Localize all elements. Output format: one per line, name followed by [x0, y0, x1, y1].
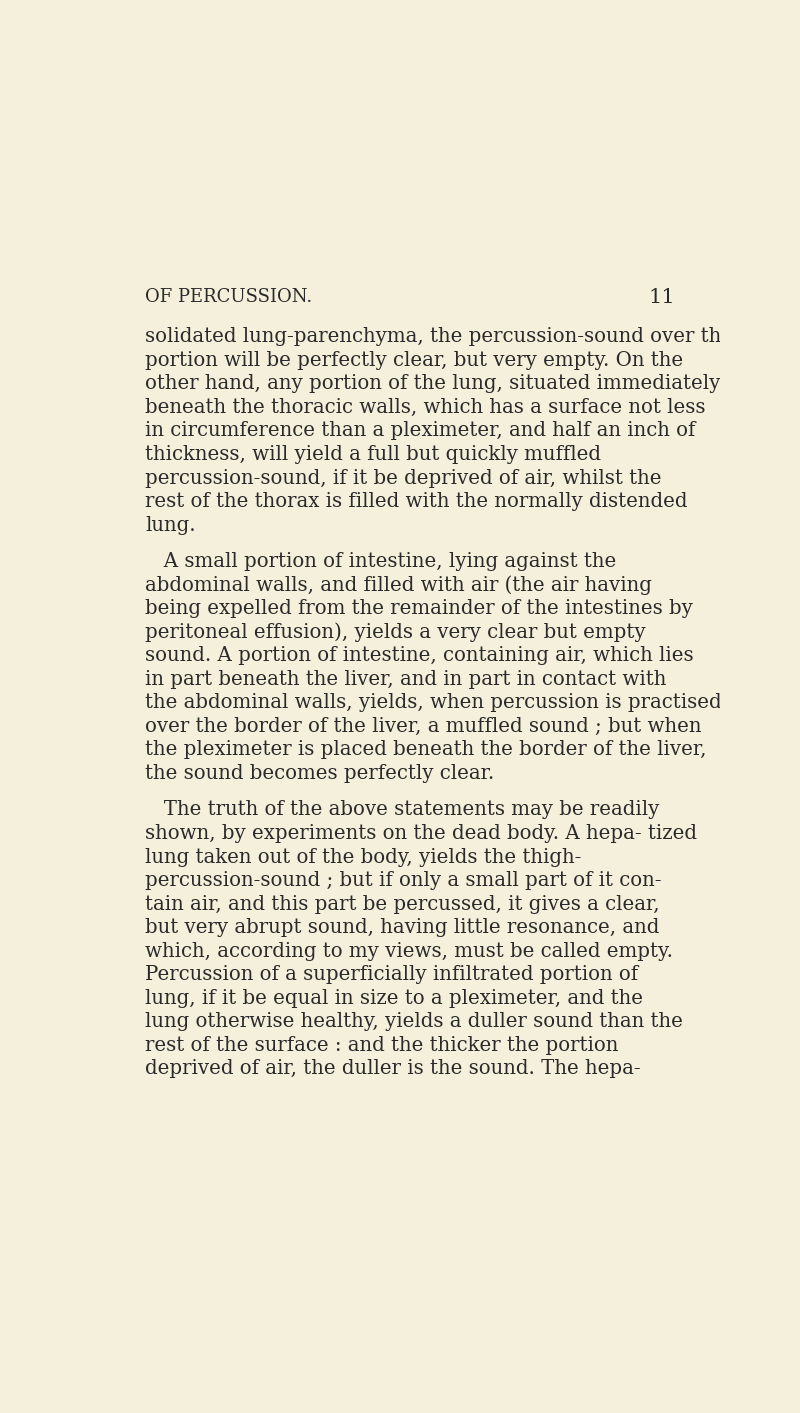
Text: tain air, and this part be percussed, it gives a clear,: tain air, and this part be percussed, it…: [146, 894, 660, 914]
Text: lung otherwise healthy, yields a duller sound than the: lung otherwise healthy, yields a duller …: [146, 1012, 683, 1031]
Text: peritoneal effusion), yields a very clear but empty: peritoneal effusion), yields a very clea…: [146, 623, 646, 643]
Text: percussion-sound ; but if only a small part of it con-: percussion-sound ; but if only a small p…: [146, 870, 662, 890]
Text: lung, if it be equal in size to a pleximeter, and the: lung, if it be equal in size to a plexim…: [146, 989, 643, 1007]
Text: Percussion of a superficially infiltrated portion of: Percussion of a superficially infiltrate…: [146, 965, 638, 985]
Text: in circumference than a pleximeter, and half an inch of: in circumference than a pleximeter, and …: [146, 421, 696, 441]
Text: solidated lung-parenchyma, the percussion-sound over that: solidated lung-parenchyma, the percussio…: [146, 328, 742, 346]
Text: rest of the surface : and the thicker the portion: rest of the surface : and the thicker th…: [146, 1036, 618, 1056]
Text: the pleximeter is placed beneath the border of the liver,: the pleximeter is placed beneath the bor…: [146, 740, 706, 759]
Text: thickness, will yield a full but quickly muffled: thickness, will yield a full but quickly…: [146, 445, 602, 463]
Text: in part beneath the liver, and in part in contact with: in part beneath the liver, and in part i…: [146, 670, 666, 688]
Text: which, according to my views, must be called empty.: which, according to my views, must be ca…: [146, 941, 674, 961]
Text: being expelled from the remainder of the intestines by: being expelled from the remainder of the…: [146, 599, 693, 619]
Text: beneath the thoracic walls, which has a surface not less: beneath the thoracic walls, which has a …: [146, 398, 706, 417]
Text: sound. A portion of intestine, containing air, which lies: sound. A portion of intestine, containin…: [146, 646, 694, 666]
Text: A small portion of intestine, lying against the: A small portion of intestine, lying agai…: [146, 552, 617, 571]
Text: 11: 11: [648, 288, 674, 307]
Text: other hand, any portion of the lung, situated immediately: other hand, any portion of the lung, sit…: [146, 374, 721, 393]
Text: The truth of the above statements may be readily: The truth of the above statements may be…: [146, 800, 660, 820]
Text: lung taken out of the body, yields the thigh-: lung taken out of the body, yields the t…: [146, 848, 582, 866]
Text: shown, by experiments on the dead body. A hepa- tized: shown, by experiments on the dead body. …: [146, 824, 698, 844]
Text: but very abrupt sound, having little resonance, and: but very abrupt sound, having little res…: [146, 918, 660, 937]
Text: lung.: lung.: [146, 516, 196, 534]
Text: over the border of the liver, a muffled sound ; but when: over the border of the liver, a muffled …: [146, 716, 702, 736]
Text: the abdominal walls, yields, when percussion is practised: the abdominal walls, yields, when percus…: [146, 694, 722, 712]
Text: the sound becomes perfectly clear.: the sound becomes perfectly clear.: [146, 764, 494, 783]
Text: portion will be perfectly clear, but very empty. On the: portion will be perfectly clear, but ver…: [146, 350, 683, 370]
Text: percussion-sound, if it be deprived of air, whilst the: percussion-sound, if it be deprived of a…: [146, 469, 662, 487]
Text: abdominal walls, and filled with air (the air having: abdominal walls, and filled with air (th…: [146, 575, 652, 595]
Text: rest of the thorax is filled with the normally distended: rest of the thorax is filled with the no…: [146, 492, 688, 512]
Text: deprived of air, the duller is the sound. The hepa-: deprived of air, the duller is the sound…: [146, 1060, 641, 1078]
Text: OF PERCUSSION.: OF PERCUSSION.: [146, 288, 313, 307]
